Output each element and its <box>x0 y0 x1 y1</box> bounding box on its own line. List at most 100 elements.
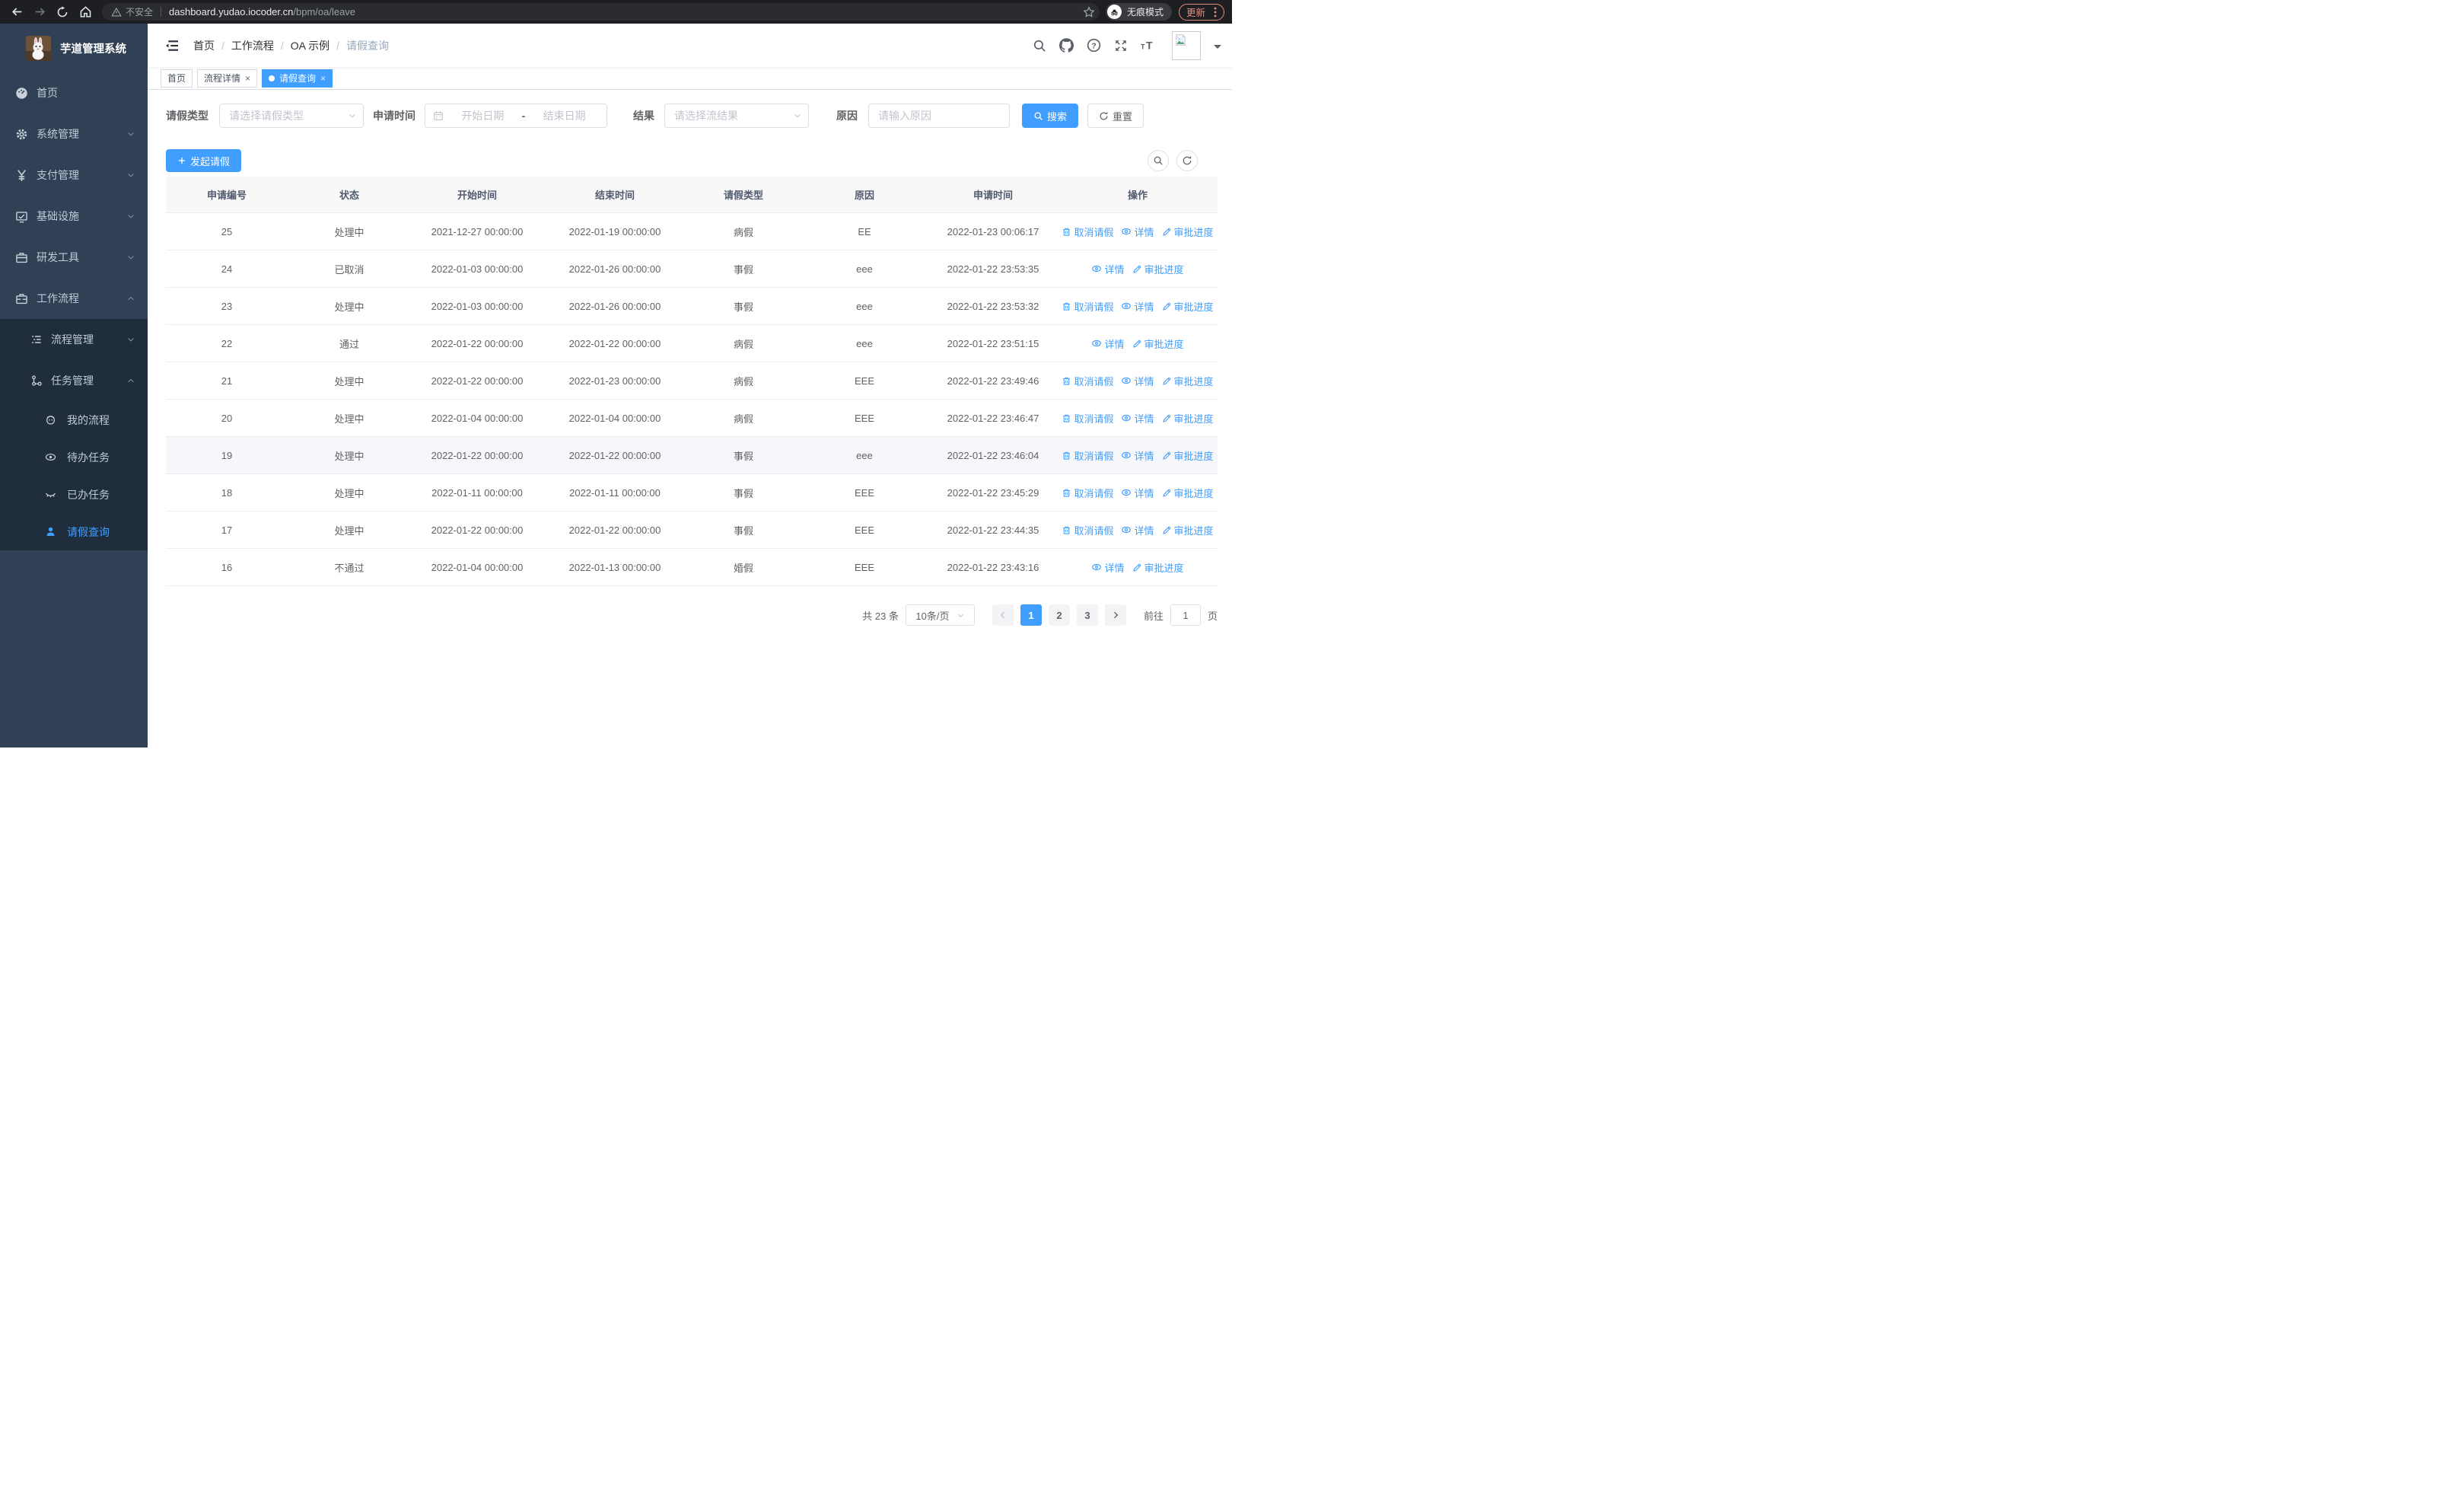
progress-action-link[interactable]: 审批进度 <box>1132 336 1184 351</box>
table-row[interactable]: 18 处理中 2022-01-11 00:00:00 2022-01-11 00… <box>166 474 1218 512</box>
close-icon[interactable]: × <box>320 72 326 84</box>
progress-action-link[interactable]: 审批进度 <box>1162 523 1214 537</box>
workflow-icon <box>15 292 28 305</box>
reason-input[interactable]: 请输入原因 <box>868 104 1010 128</box>
table-row[interactable]: 17 处理中 2022-01-22 00:00:00 2022-01-22 00… <box>166 512 1218 549</box>
sidebar-item-infra[interactable]: 基础设施 <box>0 196 148 237</box>
bookmark-star-icon[interactable] <box>1083 5 1095 18</box>
cell-apply-id: 16 <box>221 561 233 573</box>
address-bar[interactable]: 不安全 dashboard.yudao.iocoder.cn/bpm/oa/le… <box>102 3 1100 21</box>
create-leave-button[interactable]: 发起请假 <box>166 149 242 172</box>
user-avatar[interactable] <box>1172 30 1201 60</box>
progress-action-link[interactable]: 审批进度 <box>1162 486 1214 500</box>
app-logo[interactable]: 芋道管理系统 <box>0 24 148 72</box>
sidebar-item-done-tasks[interactable]: 已办任务 <box>0 476 148 513</box>
apply-time-range-picker[interactable]: 开始日期 - 结束日期 <box>425 104 607 128</box>
progress-action-link[interactable]: 审批进度 <box>1162 374 1214 388</box>
sidebar-item-leave-query[interactable]: 请假查询 <box>0 513 148 550</box>
sidebar-item-workflow[interactable]: 工作流程 <box>0 278 148 319</box>
refresh-table-button[interactable] <box>1176 150 1198 171</box>
breadcrumb-item[interactable]: OA 示例 <box>290 39 330 52</box>
detail-action-link[interactable]: 详情 <box>1091 336 1125 351</box>
detail-action-link[interactable]: 详情 <box>1121 448 1154 463</box>
detail-action-link[interactable]: 详情 <box>1121 523 1154 537</box>
task-icon <box>30 375 43 387</box>
cancel-action-link[interactable]: 取消请假 <box>1062 225 1113 239</box>
table-row[interactable]: 21 处理中 2022-01-22 00:00:00 2022-01-23 00… <box>166 362 1218 400</box>
goto-page-input[interactable]: 1 <box>1170 604 1201 626</box>
browser-update-button[interactable]: 更新 <box>1178 3 1224 21</box>
detail-action-link[interactable]: 详情 <box>1121 225 1154 239</box>
cancel-action-link[interactable]: 取消请假 <box>1062 411 1113 426</box>
progress-action-link[interactable]: 审批进度 <box>1132 560 1184 575</box>
cell-apply-id: 19 <box>221 449 233 461</box>
sidebar-item-todo-tasks[interactable]: 待办任务 <box>0 438 148 476</box>
reset-button[interactable]: 重置 <box>1087 104 1144 128</box>
page-button-1[interactable]: 1 <box>1020 604 1042 626</box>
progress-action-link[interactable]: 审批进度 <box>1162 448 1214 463</box>
sidebar-item-task-mgmt[interactable]: 任务管理 <box>0 360 148 401</box>
detail-action-link[interactable]: 详情 <box>1091 262 1125 276</box>
progress-action-link[interactable]: 审批进度 <box>1162 411 1214 426</box>
github-icon[interactable] <box>1059 38 1074 53</box>
prev-page-button[interactable] <box>992 604 1014 626</box>
detail-action-link[interactable]: 详情 <box>1121 299 1154 314</box>
browser-forward-button[interactable] <box>30 3 49 21</box>
table-row[interactable]: 20 处理中 2022-01-04 00:00:00 2022-01-04 00… <box>166 400 1218 437</box>
cancel-action-link[interactable]: 取消请假 <box>1062 374 1113 388</box>
yen-icon <box>15 169 28 182</box>
table-row[interactable]: 16 不通过 2022-01-04 00:00:00 2022-01-13 00… <box>166 549 1218 586</box>
search-button[interactable]: 搜索 <box>1022 104 1079 128</box>
table-row[interactable]: 22 通过 2022-01-22 00:00:00 2022-01-22 00:… <box>166 325 1218 362</box>
cancel-action-link[interactable]: 取消请假 <box>1062 448 1113 463</box>
tab-leave-query[interactable]: 请假查询 × <box>262 69 333 88</box>
browser-reload-button[interactable] <box>53 3 72 21</box>
browser-home-button[interactable] <box>76 3 94 21</box>
cell-apply-time: 2022-01-22 23:51:15 <box>947 337 1039 349</box>
table-row[interactable]: 19 处理中 2022-01-22 00:00:00 2022-01-22 00… <box>166 437 1218 474</box>
table-row[interactable]: 23 处理中 2022-01-03 00:00:00 2022-01-26 00… <box>166 288 1218 325</box>
detail-action-link[interactable]: 详情 <box>1121 374 1154 388</box>
progress-action-link[interactable]: 审批进度 <box>1132 262 1184 276</box>
table-row[interactable]: 25 处理中 2021-12-27 00:00:00 2022-01-19 00… <box>166 213 1218 250</box>
logo-rabbit-image <box>26 35 51 61</box>
detail-action-link[interactable]: 详情 <box>1091 560 1125 575</box>
cancel-action-link[interactable]: 取消请假 <box>1062 486 1113 500</box>
sidebar-item-my-process[interactable]: 我的流程 <box>0 401 148 438</box>
progress-action-link[interactable]: 审批进度 <box>1162 225 1214 239</box>
page-button-2[interactable]: 2 <box>1048 604 1070 626</box>
fullscreen-icon[interactable] <box>1114 39 1128 53</box>
security-indicator[interactable]: 不安全 <box>111 5 153 18</box>
search-icon[interactable] <box>1033 39 1046 53</box>
tab-process-detail[interactable]: 流程详情 × <box>197 69 258 88</box>
table-row[interactable]: 24 已取消 2022-01-03 00:00:00 2022-01-26 00… <box>166 250 1218 288</box>
page-size-select[interactable]: 10条/页 <box>905 604 975 626</box>
sidebar-item-system[interactable]: 系统管理 <box>0 113 148 155</box>
sidebar-item-devtools[interactable]: 研发工具 <box>0 237 148 278</box>
sidebar-item-home[interactable]: 首页 <box>0 72 148 113</box>
detail-action-link[interactable]: 详情 <box>1121 486 1154 500</box>
close-icon[interactable]: × <box>245 72 251 84</box>
next-page-button[interactable] <box>1104 604 1126 626</box>
edit-icon <box>1162 302 1170 311</box>
page-button-3[interactable]: 3 <box>1076 604 1098 626</box>
breadcrumb-item[interactable]: 工作流程 <box>231 39 274 52</box>
cancel-action-link[interactable]: 取消请假 <box>1062 523 1113 537</box>
browser-menu-icon[interactable] <box>1214 7 1217 18</box>
show-search-toggle-button[interactable] <box>1148 150 1169 171</box>
avatar-dropdown-caret-icon[interactable] <box>1214 44 1221 53</box>
tab-home[interactable]: 首页 <box>161 69 193 88</box>
help-icon[interactable]: ? <box>1087 38 1101 53</box>
browser-back-button[interactable] <box>8 3 26 21</box>
detail-action-link[interactable]: 详情 <box>1121 411 1154 426</box>
sidebar-toggle-hamburger-icon[interactable] <box>164 38 180 53</box>
sidebar-item-process-mgmt[interactable]: 流程管理 <box>0 319 148 360</box>
infra-icon <box>15 210 28 223</box>
result-select[interactable]: 请选择流结果 <box>664 104 809 128</box>
leave-type-select[interactable]: 请选择请假类型 <box>219 104 364 128</box>
progress-action-link[interactable]: 审批进度 <box>1162 299 1214 314</box>
breadcrumb-item[interactable]: 首页 <box>193 39 215 52</box>
cancel-action-link[interactable]: 取消请假 <box>1062 299 1113 314</box>
sidebar-item-payment[interactable]: 支付管理 <box>0 155 148 196</box>
